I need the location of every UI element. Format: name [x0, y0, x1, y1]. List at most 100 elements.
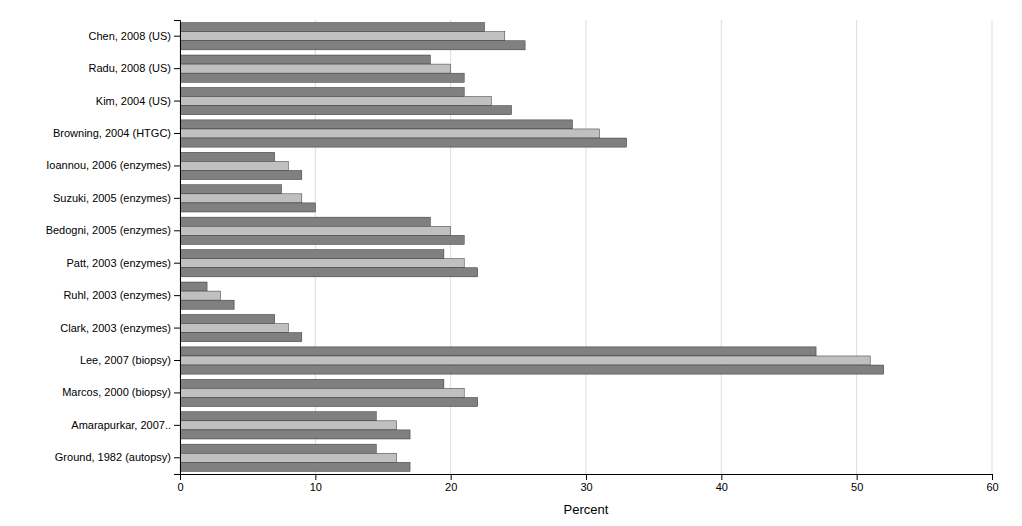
- bar: [180, 185, 282, 194]
- tick-mark: [174, 36, 180, 37]
- tick-label: 30: [580, 481, 592, 493]
- tick-mark: [174, 133, 180, 134]
- tick-mark: [174, 198, 180, 199]
- bar: [180, 259, 464, 268]
- tick-mark: [586, 474, 587, 480]
- tick-mark: [315, 474, 316, 480]
- tick-label: 60: [986, 481, 998, 493]
- tick-label: Ground, 1982 (autopsy): [55, 451, 171, 463]
- tick-label: Amarapurkar, 2007..: [71, 419, 171, 431]
- tick-mark: [174, 392, 180, 393]
- bar: [180, 379, 444, 388]
- bar: [180, 333, 302, 342]
- chart: 0 10 20 30 40 50 60 Ground, 1982 (autopsy) Amara…: [0, 0, 1022, 526]
- bar: [180, 430, 410, 439]
- bar: [180, 170, 302, 179]
- x-axis-title: Percent: [564, 502, 609, 517]
- y-tick: Kim, 2004 (US): [96, 95, 180, 107]
- bar: [180, 365, 884, 374]
- bar: [180, 138, 627, 147]
- grid-line: [721, 20, 722, 474]
- axis-line: [181, 475, 993, 481]
- bar: [180, 300, 234, 309]
- bar: [180, 421, 397, 430]
- tick-label: Patt, 2003 (enzymes): [66, 257, 171, 269]
- bar: [180, 23, 485, 32]
- bar: [180, 412, 376, 421]
- bar: [180, 194, 302, 203]
- tick-label: Ioannou, 2006 (enzymes): [46, 159, 171, 171]
- tick-label: Bedogni, 2005 (enzymes): [46, 224, 171, 236]
- tick-mark: [174, 457, 180, 458]
- tick-mark: [451, 474, 452, 480]
- bar-series: [180, 41, 884, 472]
- bar: [180, 268, 478, 277]
- y-tick: Amarapurkar, 2007..: [71, 419, 180, 431]
- bar: [180, 444, 376, 453]
- bar: [180, 388, 464, 397]
- bar: [180, 282, 207, 291]
- y-tick: Lee, 2007 (biopsy): [80, 354, 180, 366]
- tick-label: Marcos, 2000 (biopsy): [62, 386, 171, 398]
- tick-mark: [721, 474, 722, 480]
- tick-label: Suzuki, 2005 (enzymes): [53, 192, 171, 204]
- bar: [180, 347, 816, 356]
- y-tick: Ground, 1982 (autopsy): [55, 451, 180, 463]
- tick-mark: [174, 425, 180, 426]
- y-axis: Ground, 1982 (autopsy) Amarapurkar, 2007.…: [46, 21, 181, 475]
- y-tick: Bedogni, 2005 (enzymes): [46, 224, 180, 236]
- tick-label: Clark, 2003 (enzymes): [60, 322, 171, 334]
- tick-label: 0: [177, 481, 183, 493]
- tick-label: Radu, 2008 (US): [88, 62, 171, 74]
- tick-label: Browning, 2004 (HTGC): [53, 127, 171, 139]
- grid-line: [856, 20, 857, 474]
- bar: [180, 152, 275, 161]
- y-tick: Marcos, 2000 (biopsy): [62, 386, 180, 398]
- bar: [180, 87, 464, 96]
- x-tick: 10: [310, 474, 322, 493]
- grid: [180, 20, 992, 474]
- x-tick: 20: [445, 474, 457, 493]
- x-axis: 0 10 20 30 40 50 60: [177, 474, 998, 493]
- x-tick: 0: [177, 474, 183, 493]
- y-tick: Browning, 2004 (HTGC): [53, 127, 180, 139]
- tick-mark: [174, 360, 180, 361]
- axis-line: [174, 21, 181, 475]
- bar: [180, 64, 451, 73]
- bar: [180, 397, 478, 406]
- x-tick: 60: [986, 474, 998, 493]
- tick-mark: [174, 263, 180, 264]
- tick-mark: [174, 68, 180, 69]
- bar: [180, 97, 491, 106]
- x-tick: 30: [580, 474, 592, 493]
- x-tick: 40: [716, 474, 728, 493]
- y-tick: Ruhl, 2003 (enzymes): [63, 289, 180, 301]
- bar: [180, 453, 397, 462]
- bar: [180, 226, 451, 235]
- bar: [180, 106, 512, 115]
- y-tick: Patt, 2003 (enzymes): [66, 257, 180, 269]
- y-tick: Ioannou, 2006 (enzymes): [46, 159, 180, 171]
- plot: 0 10 20 30 40 50 60 Ground, 1982 (autopsy) Amara…: [46, 20, 999, 517]
- bar: [180, 217, 430, 226]
- bar: [180, 161, 288, 170]
- bar: [180, 250, 444, 259]
- tick-label: Chen, 2008 (US): [88, 30, 171, 42]
- bar: [180, 55, 430, 64]
- bar-series: [180, 23, 816, 454]
- bar: [180, 41, 525, 50]
- grid-line: [992, 20, 993, 474]
- tick-mark: [992, 474, 993, 480]
- bar: [180, 291, 221, 300]
- bar: [180, 203, 315, 212]
- bar: [180, 462, 410, 471]
- tick-label: 50: [851, 481, 863, 493]
- y-tick: Chen, 2008 (US): [88, 30, 180, 42]
- tick-mark: [174, 230, 180, 231]
- tick-mark: [174, 101, 180, 102]
- bar: [180, 356, 870, 365]
- bar: [180, 324, 288, 333]
- tick-label: 20: [445, 481, 457, 493]
- tick-mark: [174, 165, 180, 166]
- tick-mark: [174, 328, 180, 329]
